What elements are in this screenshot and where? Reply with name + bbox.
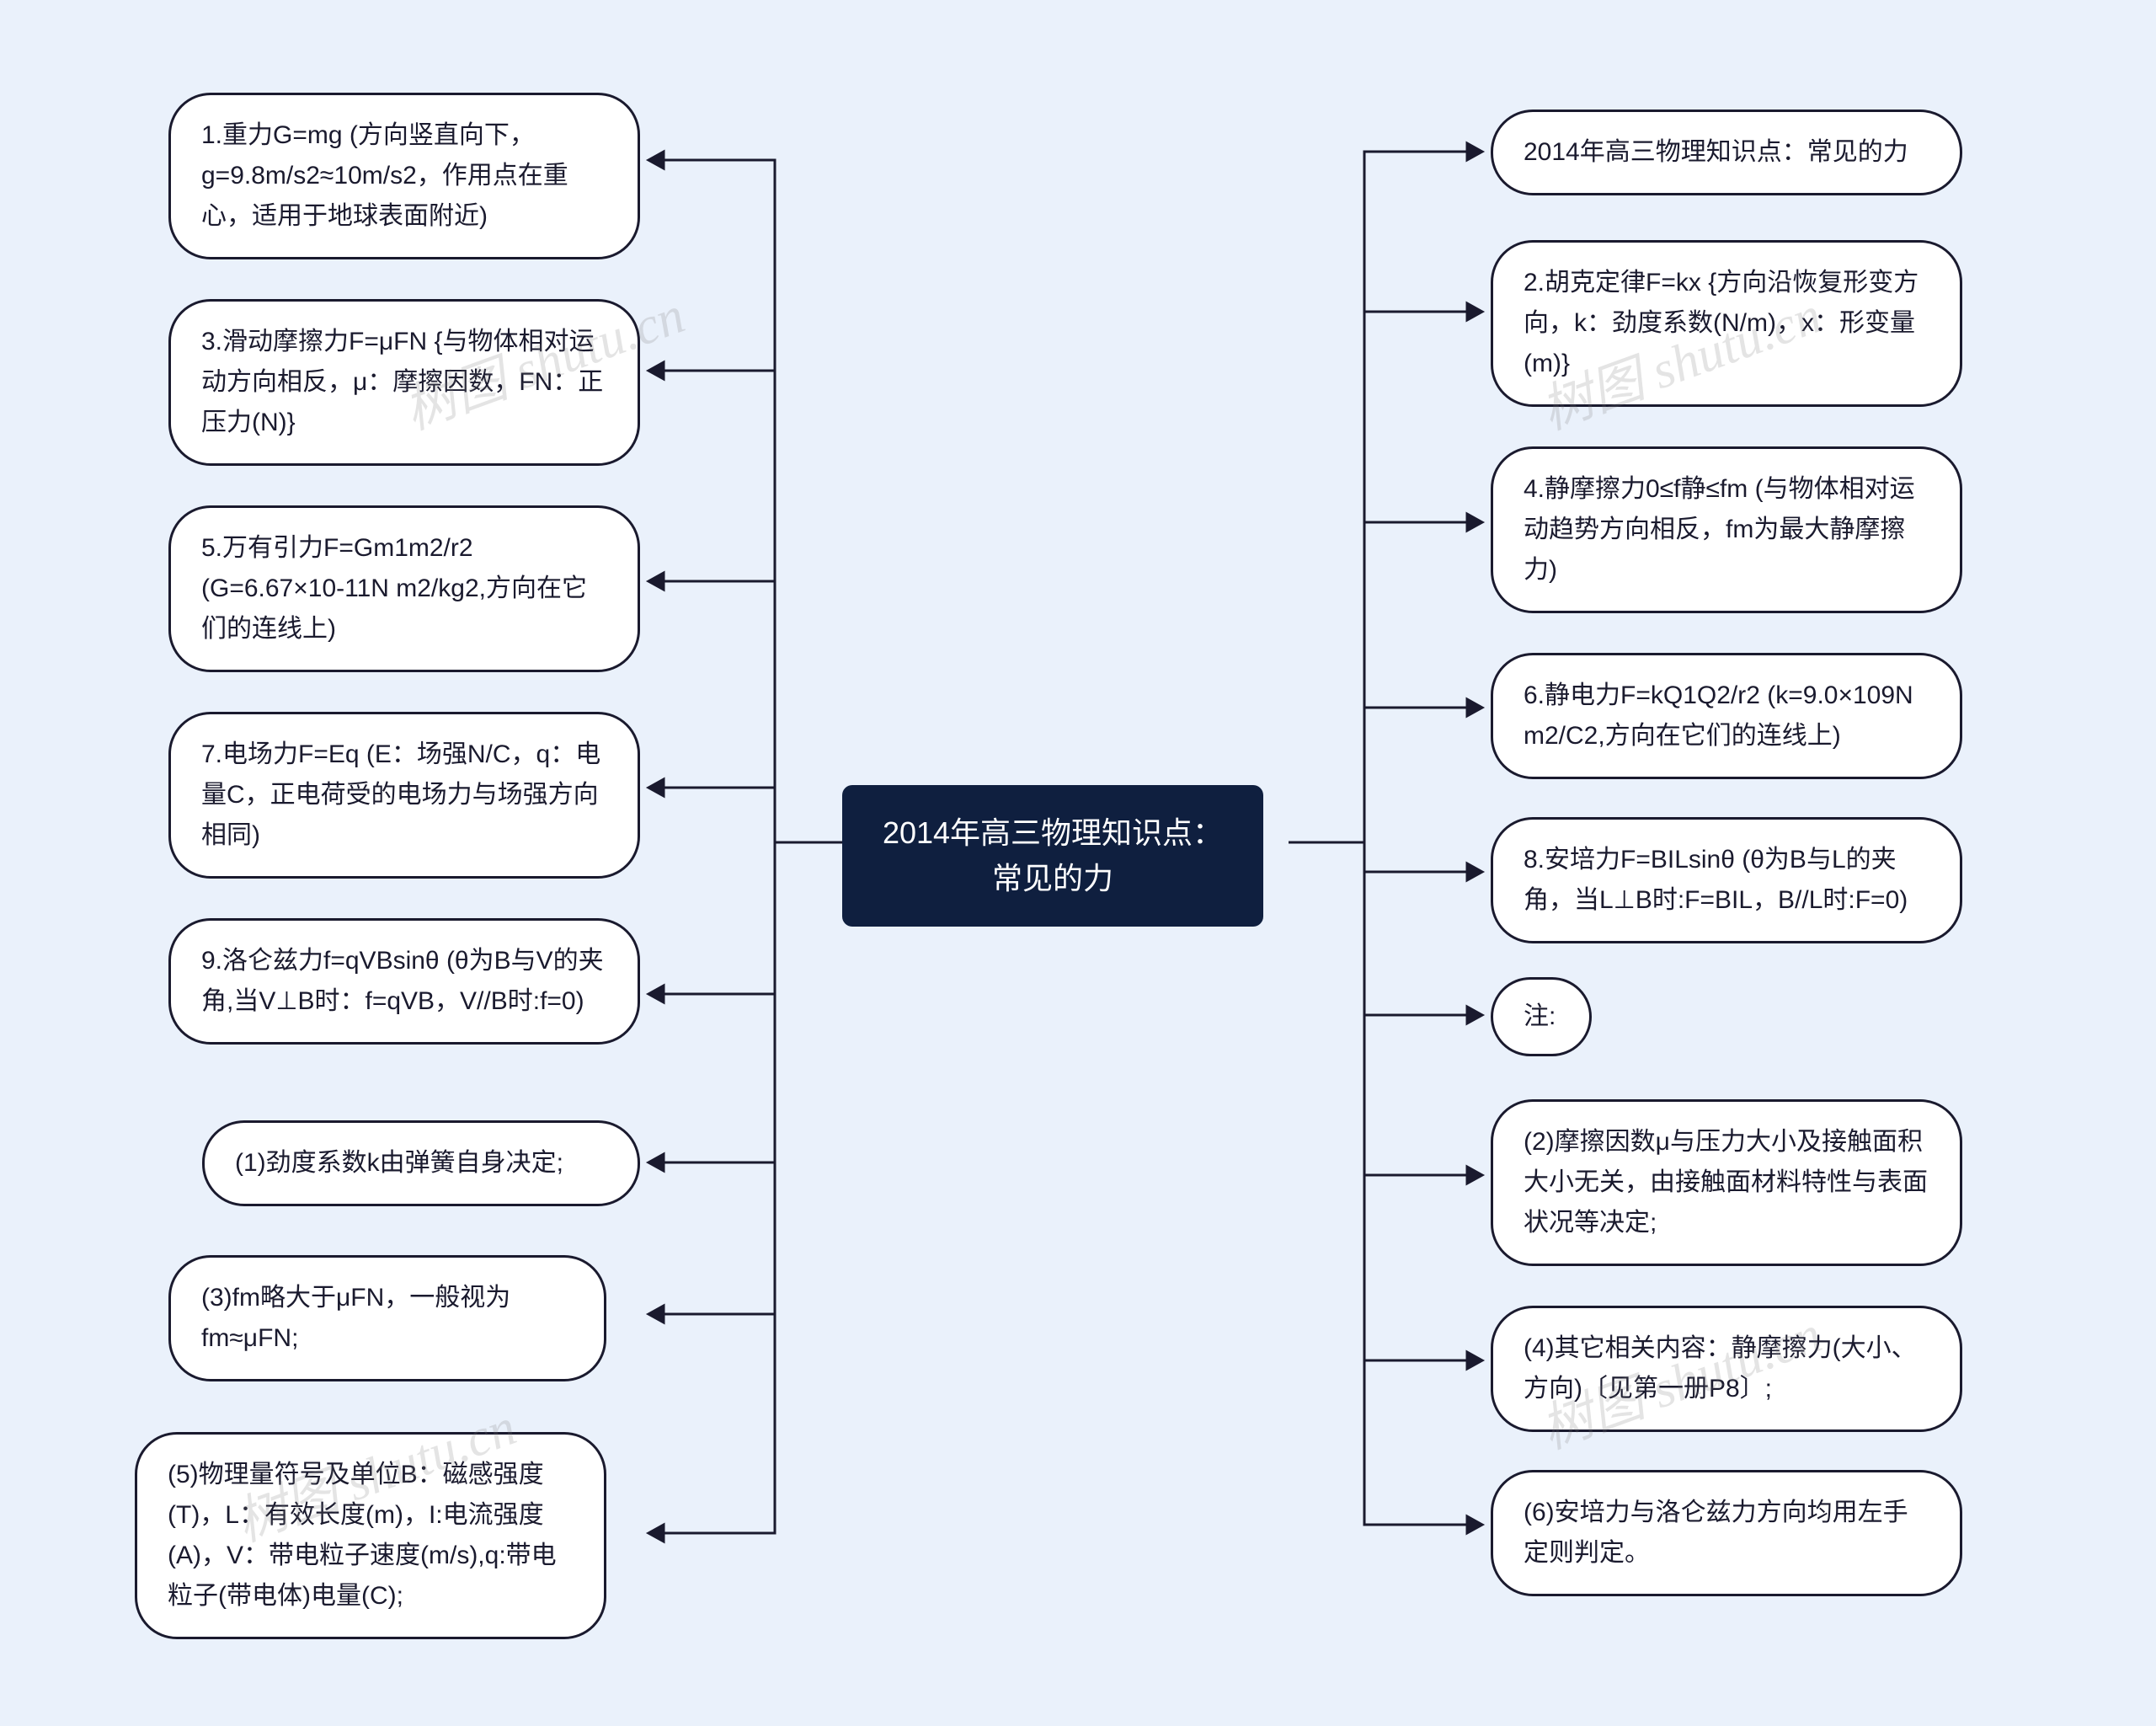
right-text-5: 注:: [1524, 1002, 1556, 1030]
right-text-1: 2.胡克定律F=kx {方向沿恢复形变方向，k：劲度系数(N/m)，x：形变量(…: [1524, 269, 1919, 377]
left-node-0: 1.重力G=mg (方向竖直向下，g=9.8m/s2≈10m/s2，作用点在重心…: [168, 93, 640, 259]
right-node-7: (4)其它相关内容：静摩擦力(大小、方向)〔见第一册P8〕;: [1491, 1306, 1962, 1432]
left-text-6: (3)fm略大于μFN，一般视为fm≈μFN;: [201, 1284, 510, 1352]
right-node-4: 8.安培力F=BILsinθ (θ为B与L的夹角，当L⊥B时:F=BIL，B//…: [1491, 817, 1962, 943]
left-node-4: 9.洛仑兹力f=qVBsinθ (θ为B与V的夹角,当V⊥B时：f=qVB，V/…: [168, 918, 640, 1045]
left-node-3: 7.电场力F=Eq (E：场强N/C，q：电量C，正电荷受的电场力与场强方向相同…: [168, 712, 640, 879]
left-text-0: 1.重力G=mg (方向竖直向下，g=9.8m/s2≈10m/s2，作用点在重心…: [201, 121, 568, 230]
left-node-5: (1)劲度系数k由弹簧自身决定;: [202, 1120, 640, 1206]
right-node-2: 4.静摩擦力0≤f静≤fm (与物体相对运动趋势方向相反，fm为最大静摩擦力): [1491, 446, 1962, 613]
left-node-6: (3)fm略大于μFN，一般视为fm≈μFN;: [168, 1255, 606, 1381]
right-text-7: (4)其它相关内容：静摩擦力(大小、方向)〔见第一册P8〕;: [1524, 1334, 1917, 1403]
right-text-0: 2014年高三物理知识点：常见的力: [1524, 138, 1908, 166]
right-node-1: 2.胡克定律F=kx {方向沿恢复形变方向，k：劲度系数(N/m)，x：形变量(…: [1491, 240, 1962, 407]
right-node-6: (2)摩擦因数μ与压力大小及接触面积大小无关，由接触面材料特性与表面状况等决定;: [1491, 1099, 1962, 1266]
center-title-l2: 常见的力: [992, 861, 1113, 895]
left-text-1: 3.滑动摩擦力F=μFN {与物体相对运动方向相反，μ：摩擦因数，FN：正压力(…: [201, 328, 603, 436]
right-text-4: 8.安培力F=BILsinθ (θ为B与L的夹角，当L⊥B时:F=BIL，B//…: [1524, 846, 1908, 914]
left-node-2: 5.万有引力F=Gm1m2/r2 (G=6.67×10-11N m2/kg2,方…: [168, 505, 640, 672]
left-text-2: 5.万有引力F=Gm1m2/r2 (G=6.67×10-11N m2/kg2,方…: [201, 534, 587, 643]
left-node-7: (5)物理量符号及单位B：磁感强度(T)，L：有效长度(m)，I:电流强度(A)…: [135, 1432, 606, 1639]
center-title-l1: 2014年高三物理知识点：: [883, 815, 1223, 850]
right-node-0: 2014年高三物理知识点：常见的力: [1491, 110, 1962, 195]
left-text-5: (1)劲度系数k由弹簧自身决定;: [235, 1149, 563, 1177]
right-text-8: (6)安培力与洛仑兹力方向均用左手定则判定。: [1524, 1499, 1908, 1567]
right-node-8: (6)安培力与洛仑兹力方向均用左手定则判定。: [1491, 1470, 1962, 1596]
right-text-2: 4.静摩擦力0≤f静≤fm (与物体相对运动趋势方向相反，fm为最大静摩擦力): [1524, 475, 1915, 584]
left-text-7: (5)物理量符号及单位B：磁感强度(T)，L：有效长度(m)，I:电流强度(A)…: [168, 1461, 557, 1610]
right-node-5: 注:: [1491, 977, 1592, 1056]
right-text-6: (2)摩擦因数μ与压力大小及接触面积大小无关，由接触面材料特性与表面状况等决定;: [1524, 1128, 1928, 1237]
left-text-3: 7.电场力F=Eq (E：场强N/C，q：电量C，正电荷受的电场力与场强方向相同…: [201, 740, 600, 849]
left-node-1: 3.滑动摩擦力F=μFN {与物体相对运动方向相反，μ：摩擦因数，FN：正压力(…: [168, 299, 640, 466]
right-node-3: 6.静电力F=kQ1Q2/r2 (k=9.0×109N m2/C2,方向在它们的…: [1491, 653, 1962, 779]
left-text-4: 9.洛仑兹力f=qVBsinθ (θ为B与V的夹角,当V⊥B时：f=qVB，V/…: [201, 947, 604, 1015]
right-text-3: 6.静电力F=kQ1Q2/r2 (k=9.0×109N m2/C2,方向在它们的…: [1524, 681, 1913, 750]
center-node: 2014年高三物理知识点： 常见的力: [842, 785, 1263, 927]
